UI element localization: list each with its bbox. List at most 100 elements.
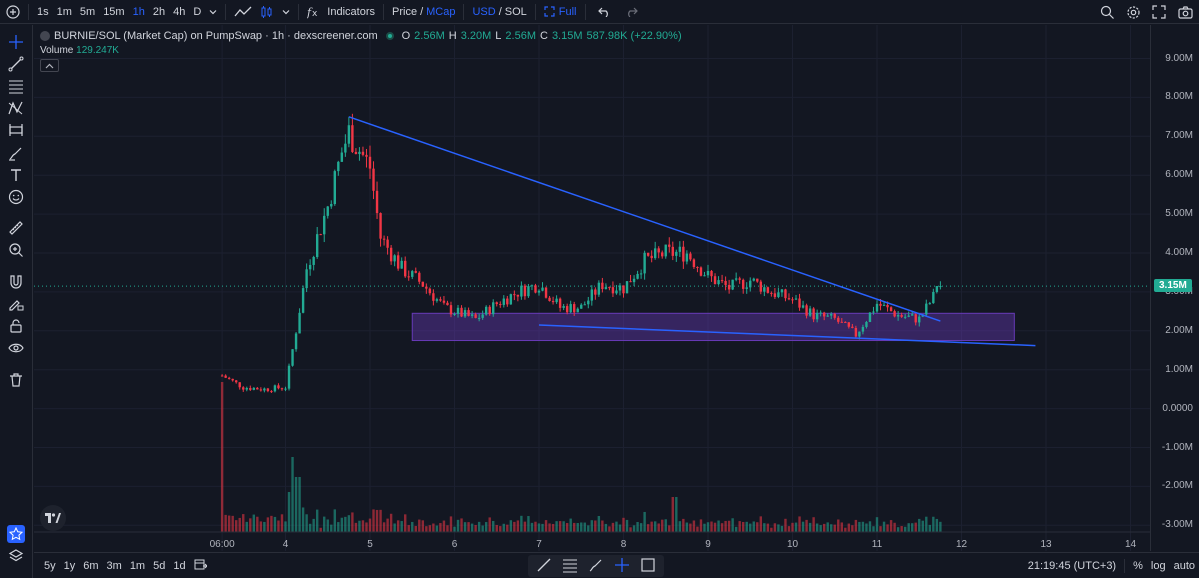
candle-body [830, 313, 833, 316]
interval-15m[interactable]: 15m [103, 5, 125, 18]
percent-toggle[interactable]: % [1133, 560, 1143, 572]
volume-bar [692, 520, 696, 532]
candle-body [861, 326, 865, 332]
volume-legend: Volume 129.247K [40, 45, 119, 56]
range-6m[interactable]: 6m [83, 559, 99, 572]
candle-body [562, 306, 565, 308]
volume-bar [365, 522, 368, 532]
quick-trendline-button[interactable] [532, 557, 556, 576]
redo-button[interactable] [619, 0, 644, 24]
brush-tool[interactable] [7, 144, 25, 162]
candle-body [502, 298, 505, 305]
add-symbol-button[interactable] [0, 0, 24, 24]
volume-bar [333, 509, 336, 532]
volume-bar [854, 519, 858, 532]
interval-5m[interactable]: 5m [79, 5, 96, 18]
volume-bar [868, 521, 872, 532]
snapshot-button[interactable] [1177, 4, 1193, 20]
candle-body [801, 305, 805, 308]
range-3m[interactable]: 3m [106, 559, 122, 572]
full-label: Full [558, 5, 577, 18]
legend-collapse-button[interactable] [40, 59, 59, 72]
interval-d[interactable]: D [193, 5, 202, 18]
tradingview-logo[interactable] [40, 505, 66, 531]
remove-drawings-tool[interactable] [7, 371, 25, 389]
candle-body [527, 286, 530, 297]
time-tick-label: 14 [1125, 539, 1137, 550]
quick-fib-button[interactable] [558, 557, 582, 576]
log-toggle[interactable]: log [1150, 560, 1166, 572]
measure-tool[interactable] [7, 219, 25, 237]
volume-bar [608, 526, 611, 532]
price-chart[interactable]: 06:00 4 5 6 7 8 9 10 11 12 13 14 [34, 25, 1150, 551]
clock-display[interactable]: 21:19:45 (UTC+3) [1027, 560, 1117, 572]
candle-body [629, 281, 632, 283]
fullscreen-button[interactable] [1151, 4, 1167, 20]
magnet-icon [10, 275, 22, 289]
trendline-tool[interactable] [7, 55, 25, 73]
interval-dropdown[interactable] [205, 0, 221, 24]
favorites-tool[interactable] [7, 525, 25, 543]
quick-crosshair-button[interactable] [610, 557, 634, 576]
chart-type-candles-button[interactable] [256, 0, 278, 24]
range-5y[interactable]: 5y [44, 559, 56, 572]
usd-sol-toggle[interactable]: USD / SOL [468, 0, 530, 24]
interval-1h[interactable]: 1h [132, 5, 145, 18]
hide-drawings-tool[interactable] [7, 339, 25, 357]
interval-1s[interactable]: 1s [37, 5, 49, 18]
chart-type-dropdown[interactable] [278, 0, 294, 24]
emoji-tool[interactable] [7, 188, 25, 206]
candle-body [456, 307, 460, 314]
candle-body [798, 298, 801, 308]
volume-bar [235, 520, 238, 532]
zoom-tool[interactable] [7, 241, 25, 259]
object-tree-tool[interactable] [7, 547, 25, 565]
volume-value: 129.247K [76, 45, 119, 56]
prediction-tool[interactable] [7, 121, 25, 139]
ruler-icon [9, 221, 23, 235]
magnet-tool[interactable] [7, 273, 25, 291]
volume-bar [382, 522, 386, 532]
candle-body [738, 278, 741, 280]
price-mcap-toggle[interactable]: Price / MCap [388, 0, 459, 24]
auto-toggle[interactable]: auto [1173, 560, 1195, 572]
candle-body [791, 299, 794, 301]
interval-1m[interactable]: 1m [56, 5, 72, 18]
candle-body [555, 298, 558, 303]
undo-button[interactable] [590, 0, 619, 24]
quick-search-button[interactable] [1099, 4, 1115, 20]
settings-button[interactable] [1125, 4, 1141, 20]
quick-brush-button[interactable] [584, 557, 608, 576]
full-button[interactable]: Full [540, 0, 581, 24]
pattern-tool[interactable] [7, 99, 25, 117]
stay-in-drawing-tool[interactable] [7, 295, 25, 313]
volume-bar [699, 519, 703, 532]
range-5d[interactable]: 5d [153, 559, 166, 572]
candle-body [576, 308, 579, 313]
goto-date-button[interactable] [190, 558, 211, 573]
fullscreen-icon [544, 6, 555, 17]
price-axis[interactable]: 9.00M8.00M7.00M6.00M5.00M4.00M3.00M2.00M… [1150, 25, 1199, 551]
volume-bar [727, 520, 731, 532]
range-1m[interactable]: 1m [129, 559, 146, 572]
interval-2h[interactable]: 2h [152, 5, 166, 18]
quick-rectangle-button[interactable] [636, 557, 660, 576]
fib-tool[interactable] [7, 77, 25, 95]
range-1y[interactable]: 1y [63, 559, 76, 572]
interval-4h[interactable]: 4h [173, 5, 186, 18]
crosshair-tool[interactable] [7, 33, 25, 51]
text-tool[interactable] [7, 166, 25, 184]
range-1d[interactable]: 1d [173, 559, 186, 572]
volume-bar [685, 522, 689, 532]
lock-drawings-tool[interactable] [7, 317, 25, 335]
volume-bar [375, 509, 379, 532]
volume-bar [520, 515, 523, 532]
candle-body [400, 260, 403, 269]
candle-body [534, 285, 537, 293]
candle-body [573, 304, 576, 313]
candle-body [460, 307, 463, 317]
chart-type-line-button[interactable] [230, 0, 256, 24]
candle-body [509, 294, 513, 305]
candle-body [294, 333, 298, 350]
